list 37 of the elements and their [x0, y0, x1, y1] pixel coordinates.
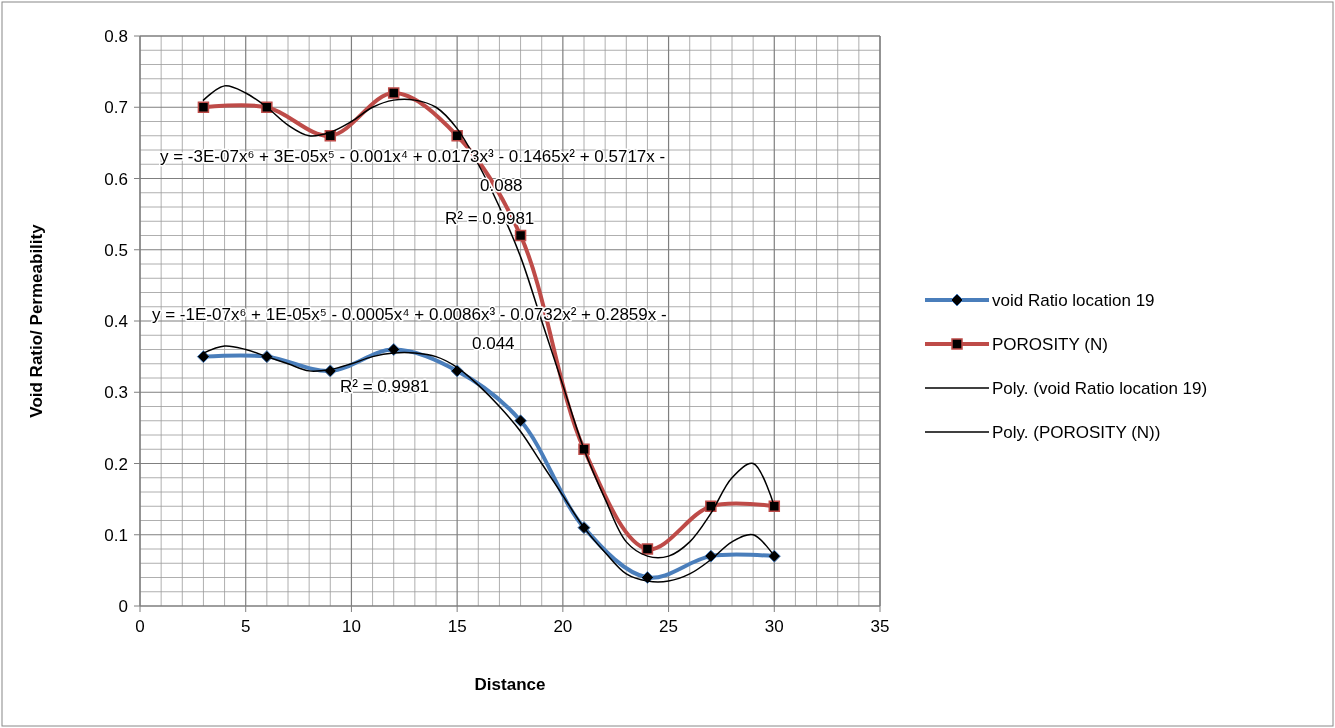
- point: [514, 414, 528, 428]
- x-tick-label: 0: [135, 617, 145, 636]
- point: [324, 130, 337, 142]
- legend-label: Poly. (POROSITY (N)): [992, 423, 1161, 442]
- y-tick-label: 0.8: [104, 27, 128, 46]
- point: [577, 521, 591, 535]
- point: [514, 229, 527, 242]
- point: [767, 549, 781, 563]
- legend-label: POROSITY (N): [992, 335, 1108, 354]
- y-tick-label: 0.5: [104, 240, 128, 260]
- x-tick-label: 25: [659, 617, 679, 636]
- y-tick-label: 0: [118, 597, 128, 616]
- y-tick-label: 0.4: [104, 312, 128, 331]
- y-tick-label: 0.7: [104, 98, 128, 118]
- x-tick-label: 10: [341, 617, 361, 636]
- point: [387, 87, 400, 99]
- y-tick-label: 0.1: [104, 525, 128, 545]
- point: [451, 130, 463, 142]
- x-axis-title: Distance: [474, 675, 546, 694]
- x-tick-label: 30: [764, 617, 784, 636]
- point: [641, 543, 654, 555]
- point: [197, 101, 210, 113]
- x-tick-label: 20: [553, 617, 573, 636]
- point: [323, 364, 337, 378]
- point: [387, 343, 401, 356]
- x-tick-label: 5: [240, 617, 251, 636]
- point: [260, 350, 274, 364]
- annotation: R² = 0.9981: [340, 377, 430, 396]
- legend-label: void Ratio location 19: [992, 291, 1155, 310]
- y-axis-title: Void Ratio/ Permeability: [27, 223, 46, 418]
- y-tick-label: 0.3: [104, 383, 128, 403]
- point: [196, 350, 210, 364]
- x-tick-label: 15: [447, 617, 467, 636]
- x-tick-label: 35: [870, 617, 890, 636]
- legend-label: Poly. (void Ratio location 19): [992, 379, 1208, 398]
- y-tick-label: 0.6: [104, 169, 128, 189]
- y-tick-label: 0.2: [104, 454, 128, 474]
